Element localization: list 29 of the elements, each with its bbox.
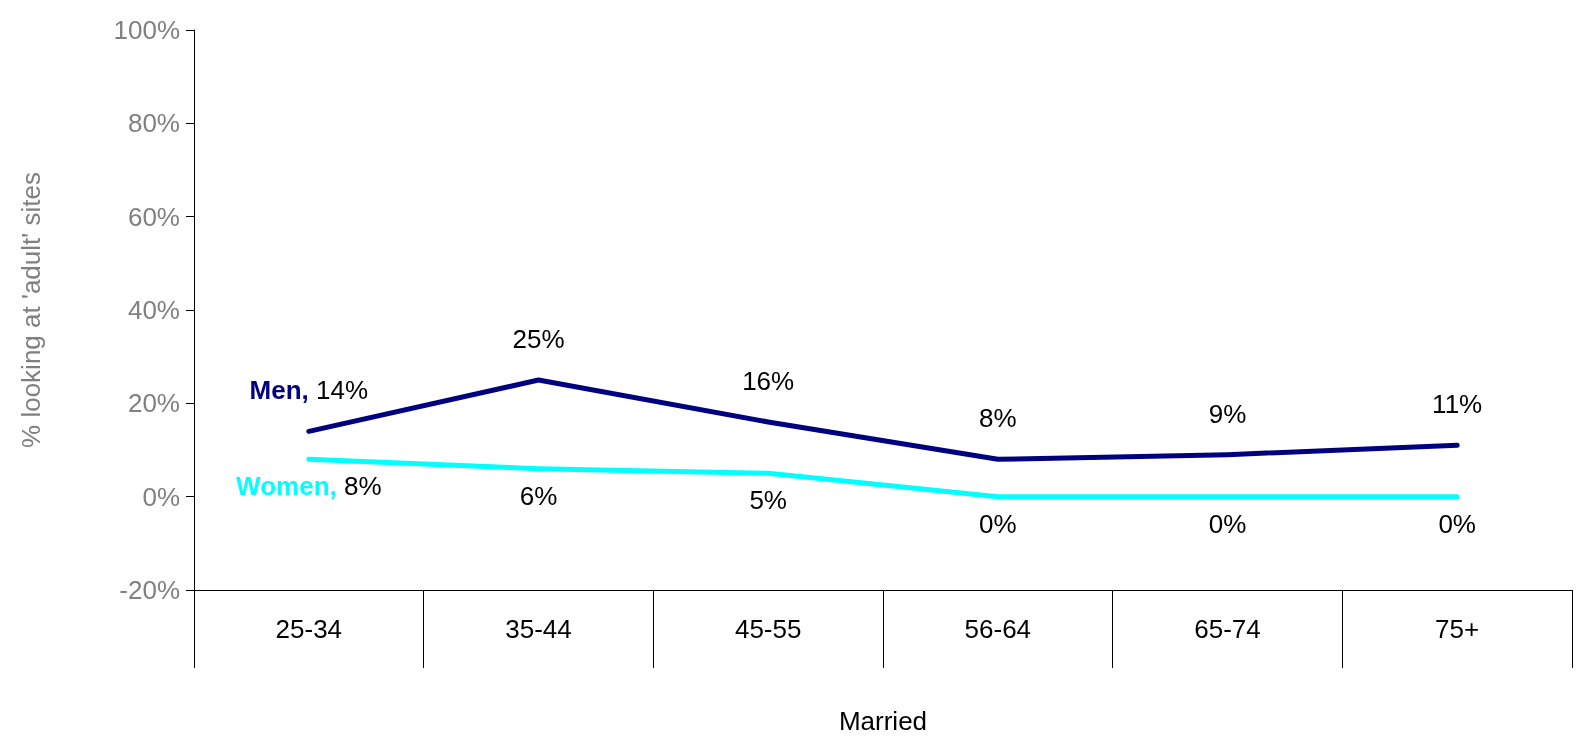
data-label: 16% bbox=[742, 366, 795, 396]
data-label: 5% bbox=[749, 485, 787, 516]
data-label: 8% bbox=[979, 403, 1017, 434]
data-label: 8% bbox=[336, 471, 382, 502]
x-tick-label: 65-74 bbox=[1194, 614, 1261, 644]
y-tick-label: 40% bbox=[127, 295, 180, 325]
y-tick-label: -20% bbox=[119, 575, 180, 605]
data-label: 0% bbox=[1438, 508, 1476, 539]
y-tick-label: 20% bbox=[127, 388, 180, 419]
data-label: 0% bbox=[1208, 508, 1247, 539]
x-tick-label: 45-55 bbox=[734, 614, 802, 644]
data-label: 14% bbox=[308, 375, 369, 406]
y-tick-label: 80% bbox=[127, 108, 180, 139]
x-axis-title: Married bbox=[838, 706, 928, 736]
data-label: 11% bbox=[1432, 389, 1483, 420]
series-label: Women, bbox=[236, 471, 337, 502]
data-label: 25% bbox=[512, 324, 565, 354]
x-tick-label: 75+ bbox=[1435, 614, 1480, 644]
data-label: 9% bbox=[1208, 398, 1247, 429]
data-label: 6% bbox=[519, 480, 558, 511]
y-tick-label: 0% bbox=[142, 481, 180, 512]
x-tick-label: 56-64 bbox=[964, 614, 1032, 644]
data-label: 0% bbox=[979, 508, 1017, 539]
y-tick-label: 60% bbox=[127, 201, 180, 232]
x-tick-label: 35-44 bbox=[505, 614, 572, 644]
y-axis-title: % looking at 'adult' sites bbox=[16, 172, 46, 448]
series-label: Men, bbox=[249, 375, 309, 406]
y-tick-label: 100% bbox=[113, 15, 180, 45]
x-tick-label: 25-34 bbox=[275, 614, 343, 644]
